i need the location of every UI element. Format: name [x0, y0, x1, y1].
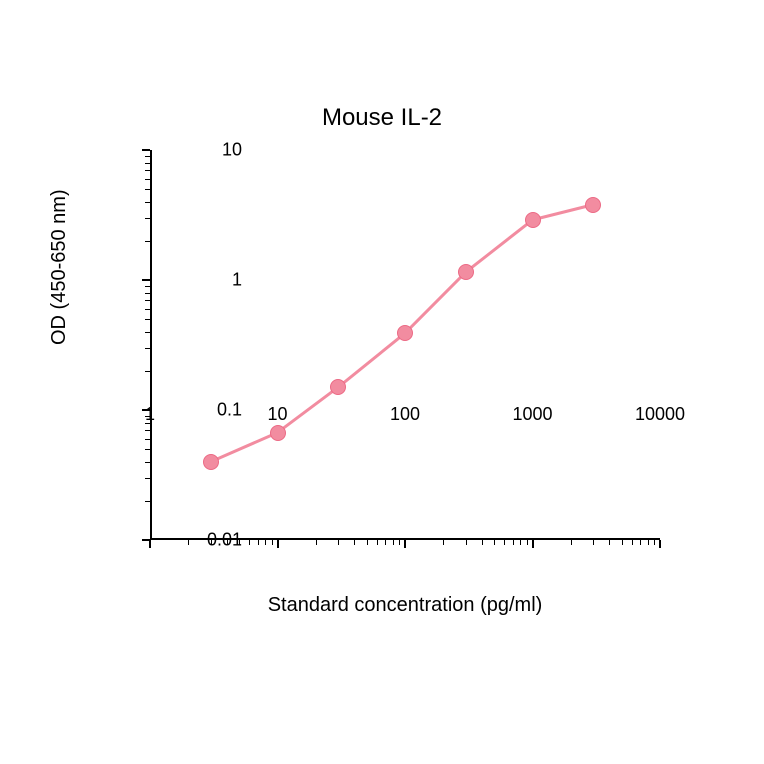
x-minor-tick	[494, 540, 495, 545]
x-minor-tick	[571, 540, 572, 545]
x-minor-tick	[399, 540, 400, 545]
y-minor-tick	[145, 241, 150, 242]
y-minor-tick	[145, 300, 150, 301]
chart-title: Mouse IL-2	[0, 104, 764, 132]
y-minor-tick	[145, 202, 150, 203]
data-marker	[525, 212, 541, 228]
x-minor-tick	[654, 540, 655, 545]
y-minor-tick	[145, 179, 150, 180]
y-minor-tick	[145, 332, 150, 333]
y-tick	[142, 149, 150, 151]
x-minor-tick	[482, 540, 483, 545]
x-minor-tick	[520, 540, 521, 545]
y-minor-tick	[145, 293, 150, 294]
x-tick	[404, 540, 406, 548]
y-minor-tick	[145, 478, 150, 479]
y-tick-label: 0.1	[172, 400, 242, 421]
x-tick-label: 100	[390, 404, 420, 425]
plot-area	[150, 150, 660, 540]
y-tick-label: 1	[172, 270, 242, 291]
x-minor-tick	[258, 540, 259, 545]
y-minor-tick	[145, 309, 150, 310]
x-minor-tick	[622, 540, 623, 545]
y-minor-tick	[145, 286, 150, 287]
y-minor-tick	[145, 319, 150, 320]
x-minor-tick	[249, 540, 250, 545]
x-minor-tick	[466, 540, 467, 545]
x-minor-tick	[316, 540, 317, 545]
y-minor-tick	[145, 156, 150, 157]
y-minor-tick	[145, 348, 150, 349]
x-minor-tick	[527, 540, 528, 545]
y-minor-tick	[145, 462, 150, 463]
x-tick-label: 10000	[635, 404, 685, 425]
data-marker	[330, 379, 346, 395]
x-minor-tick	[443, 540, 444, 545]
data-marker	[203, 454, 219, 470]
y-tick-label: 0.01	[172, 530, 242, 551]
x-tick-label: 10	[267, 404, 287, 425]
x-minor-tick	[393, 540, 394, 545]
y-minor-tick	[145, 371, 150, 372]
y-minor-tick	[145, 439, 150, 440]
y-minor-tick	[145, 163, 150, 164]
y-minor-tick	[145, 449, 150, 450]
line-series	[150, 150, 660, 540]
x-minor-tick	[640, 540, 641, 545]
chart-container: Mouse IL-2 OD (450-650 nm) Standard conc…	[0, 0, 764, 764]
x-tick-label: 1	[145, 404, 155, 425]
y-tick	[142, 279, 150, 281]
x-minor-tick	[385, 540, 386, 545]
x-tick-label: 1000	[512, 404, 552, 425]
x-minor-tick	[609, 540, 610, 545]
data-marker	[585, 197, 601, 213]
data-marker	[270, 425, 286, 441]
x-minor-tick	[593, 540, 594, 545]
x-axis-title: Standard concentration (pg/ml)	[150, 594, 660, 617]
x-minor-tick	[648, 540, 649, 545]
data-marker	[397, 325, 413, 341]
x-minor-tick	[272, 540, 273, 545]
y-minor-tick	[145, 189, 150, 190]
x-minor-tick	[632, 540, 633, 545]
y-minor-tick	[145, 501, 150, 502]
x-minor-tick	[504, 540, 505, 545]
x-tick	[277, 540, 279, 548]
y-minor-tick	[145, 218, 150, 219]
x-minor-tick	[265, 540, 266, 545]
y-minor-tick	[145, 430, 150, 431]
x-minor-tick	[354, 540, 355, 545]
y-tick-label: 10	[172, 140, 242, 161]
y-axis-title: OD (450-650 nm)	[48, 189, 71, 345]
y-minor-tick	[145, 170, 150, 171]
x-minor-tick	[367, 540, 368, 545]
data-marker	[458, 264, 474, 280]
x-minor-tick	[338, 540, 339, 545]
x-tick	[659, 540, 661, 548]
x-minor-tick	[513, 540, 514, 545]
x-minor-tick	[377, 540, 378, 545]
x-tick	[532, 540, 534, 548]
x-tick	[149, 540, 151, 548]
